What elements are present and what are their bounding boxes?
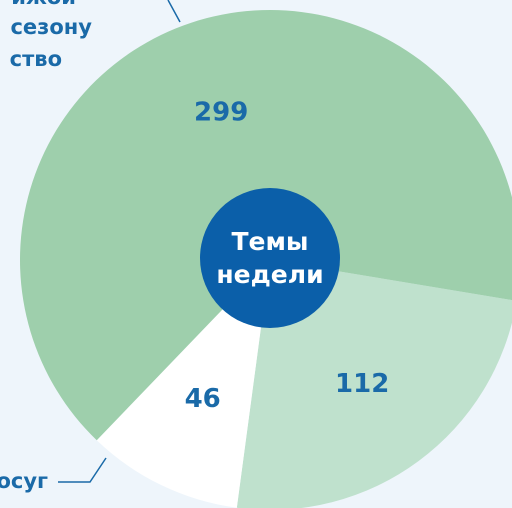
center-label: недели bbox=[216, 260, 323, 289]
value-label: 299 bbox=[194, 97, 248, 127]
leader-line bbox=[58, 457, 107, 483]
pie-slice bbox=[236, 260, 512, 508]
center-circle bbox=[200, 188, 340, 328]
pie-slice bbox=[96, 260, 270, 508]
category-label: ство bbox=[10, 47, 62, 71]
center-label: Темы bbox=[231, 227, 308, 256]
category-label: осуг bbox=[0, 469, 48, 493]
category-label: ижой bbox=[11, 0, 76, 9]
category-label: сезону bbox=[10, 15, 92, 39]
value-label: 112 bbox=[335, 369, 389, 399]
value-label: 46 bbox=[185, 384, 221, 414]
leader-line bbox=[167, 0, 181, 23]
